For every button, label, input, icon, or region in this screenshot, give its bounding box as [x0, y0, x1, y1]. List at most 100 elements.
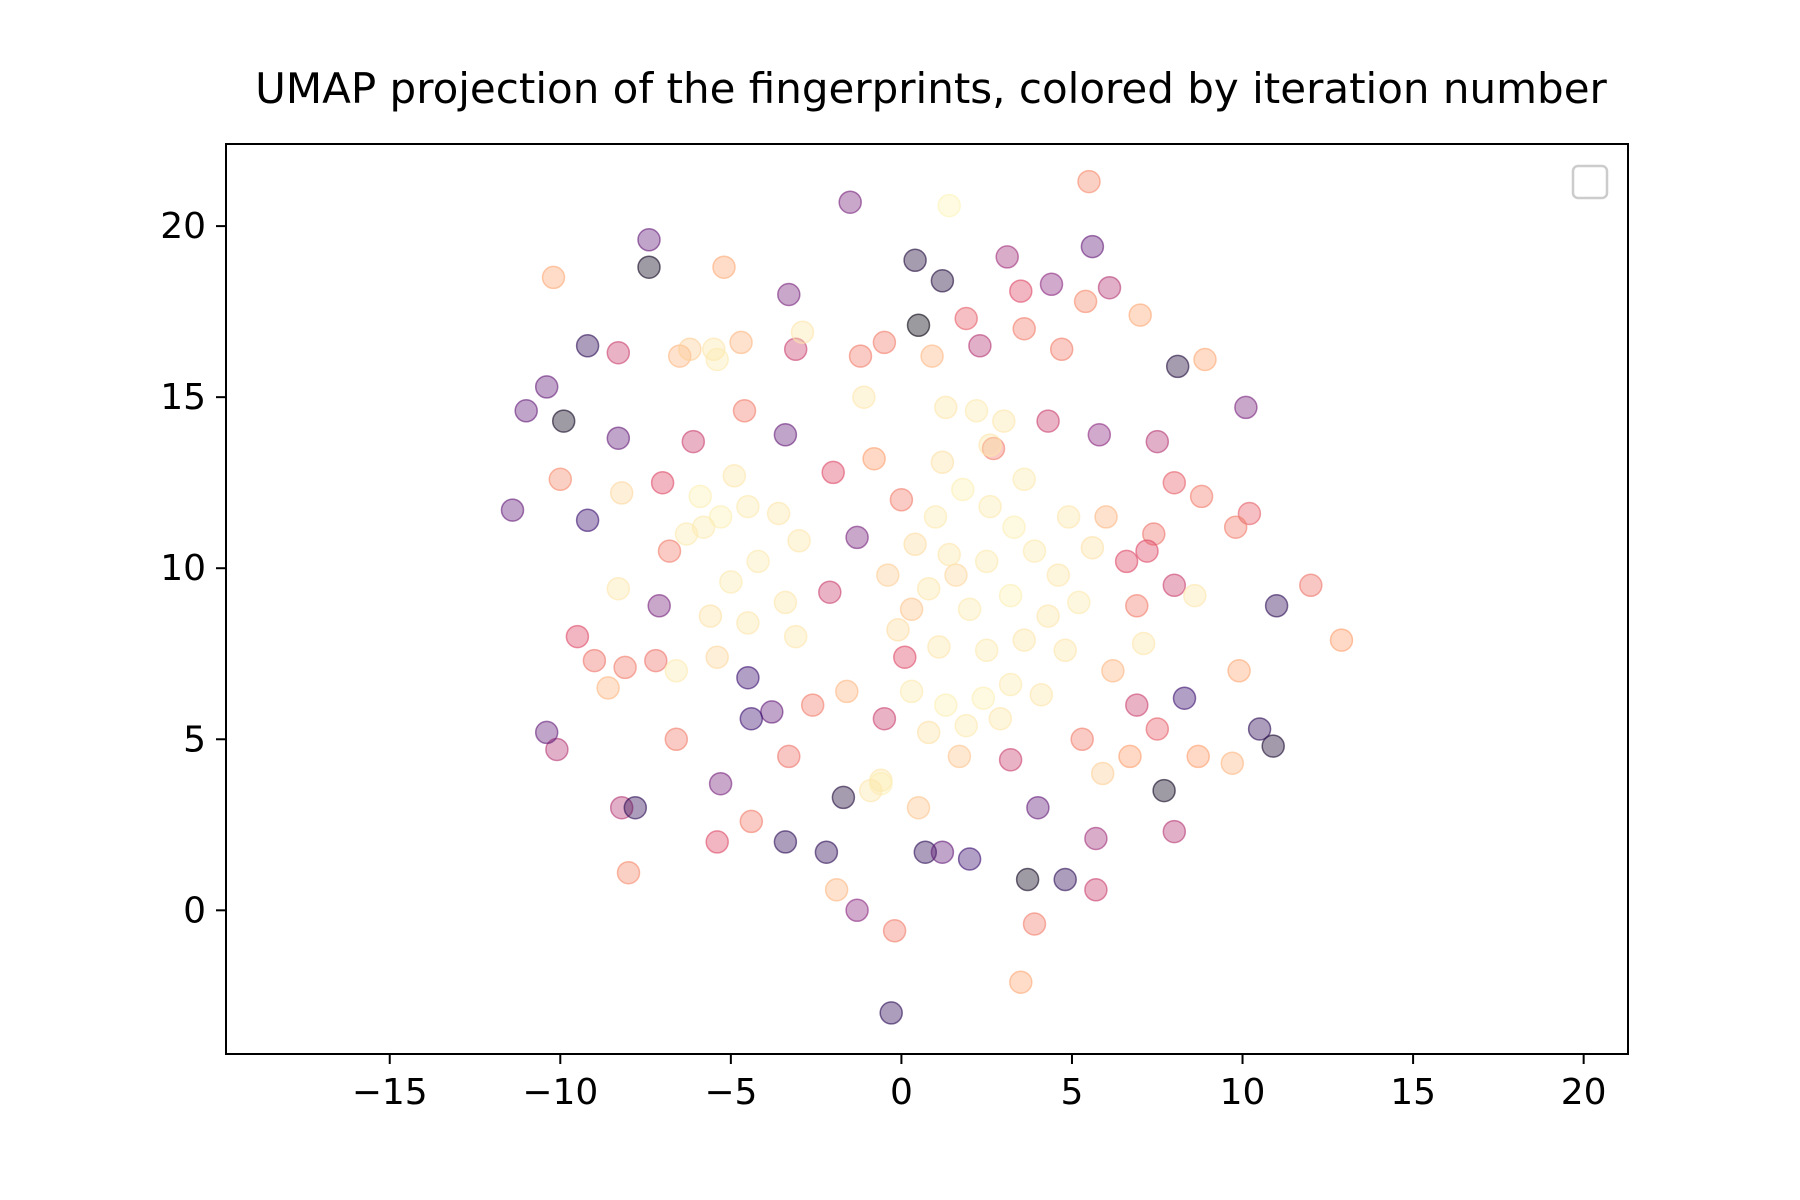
data-point	[906, 313, 931, 338]
data-point	[1002, 515, 1026, 539]
data-point	[800, 693, 825, 717]
data-point	[1189, 484, 1214, 509]
data-point	[1162, 819, 1187, 844]
data-point	[835, 679, 859, 704]
plot-frame	[225, 143, 1629, 1055]
data-point	[872, 330, 897, 355]
y-tick-label: 10	[160, 548, 206, 589]
x-tick-label: 0	[890, 1072, 913, 1113]
data-point	[964, 399, 989, 423]
data-point	[1264, 594, 1289, 618]
data-point	[766, 501, 791, 526]
data-point	[773, 423, 798, 447]
data-point	[548, 467, 573, 492]
data-point	[879, 1001, 903, 1025]
data-point	[1145, 717, 1170, 741]
data-point	[882, 919, 907, 943]
data-point	[712, 255, 736, 279]
data-point	[927, 635, 951, 659]
data-point	[777, 744, 801, 769]
data-point	[1053, 867, 1077, 892]
data-point	[858, 778, 883, 803]
data-point	[998, 672, 1023, 697]
data-point	[534, 720, 559, 745]
data-point	[609, 795, 634, 820]
data-point	[606, 576, 631, 601]
data-point	[736, 494, 760, 519]
data-point	[708, 505, 733, 529]
data-point	[1118, 744, 1142, 769]
x-tick-label: 20	[1561, 1072, 1607, 1113]
data-point	[947, 744, 972, 769]
data-point	[719, 570, 743, 594]
data-point	[1097, 275, 1122, 300]
data-point	[1128, 303, 1152, 327]
data-point	[1009, 970, 1033, 994]
data-point	[647, 594, 671, 618]
data-point	[545, 737, 569, 762]
data-point	[974, 549, 999, 574]
data-point	[732, 399, 757, 423]
data-point	[1084, 878, 1108, 902]
data-point	[821, 460, 845, 485]
data-point	[899, 597, 924, 622]
data-point	[678, 337, 702, 362]
data-point	[514, 399, 538, 423]
data-point	[937, 193, 961, 218]
x-tick-label: −15	[352, 1072, 428, 1113]
data-point	[1152, 778, 1176, 803]
data-point	[1125, 693, 1149, 717]
data-point	[637, 228, 661, 252]
data-point	[934, 693, 958, 717]
data-point	[500, 498, 525, 522]
data-point	[1145, 429, 1170, 454]
data-point	[831, 785, 856, 810]
data-point	[1080, 234, 1105, 259]
data-point	[934, 395, 958, 420]
data-point	[852, 385, 876, 409]
data-point	[1009, 279, 1033, 303]
data-point	[872, 706, 897, 731]
data-point	[705, 830, 729, 854]
data-point	[1022, 539, 1047, 563]
data-point	[845, 898, 869, 923]
data-point	[937, 542, 961, 567]
data-point	[848, 344, 873, 368]
data-point	[903, 532, 927, 557]
y-tick-label: 5	[183, 719, 206, 760]
data-point	[913, 840, 938, 864]
axis-ticks: −15 −10 −5 0 5 10 15 20 0 5 10 15 20	[160, 206, 1606, 1113]
data-point	[534, 375, 559, 399]
data-point	[903, 248, 927, 273]
data-point	[889, 488, 914, 512]
data-point	[1012, 316, 1036, 341]
x-tick-label: −10	[522, 1072, 598, 1113]
data-point	[886, 618, 910, 642]
data-point	[760, 700, 784, 724]
data-point	[746, 549, 770, 574]
data-point	[1026, 795, 1050, 820]
data-point	[606, 340, 631, 365]
data-point	[1220, 751, 1245, 775]
data-point	[650, 470, 675, 495]
data-point	[1162, 470, 1187, 495]
y-tick-label: 15	[160, 377, 206, 418]
data-point	[787, 529, 811, 553]
data-point	[951, 477, 975, 502]
data-point	[596, 676, 620, 700]
data-point	[978, 494, 1002, 519]
data-point	[1039, 272, 1064, 297]
data-point	[739, 706, 764, 731]
data-point	[1046, 563, 1071, 587]
data-point	[783, 624, 808, 649]
data-point	[681, 429, 706, 454]
data-point	[1067, 590, 1091, 615]
data-point	[906, 795, 931, 820]
chart-title: UMAP projection of the fingerprints, col…	[255, 64, 1607, 113]
data-point	[1053, 638, 1077, 663]
data-point	[988, 706, 1013, 731]
data-point	[838, 190, 862, 214]
data-point	[575, 508, 600, 533]
data-point	[968, 334, 992, 358]
data-point	[739, 809, 764, 834]
